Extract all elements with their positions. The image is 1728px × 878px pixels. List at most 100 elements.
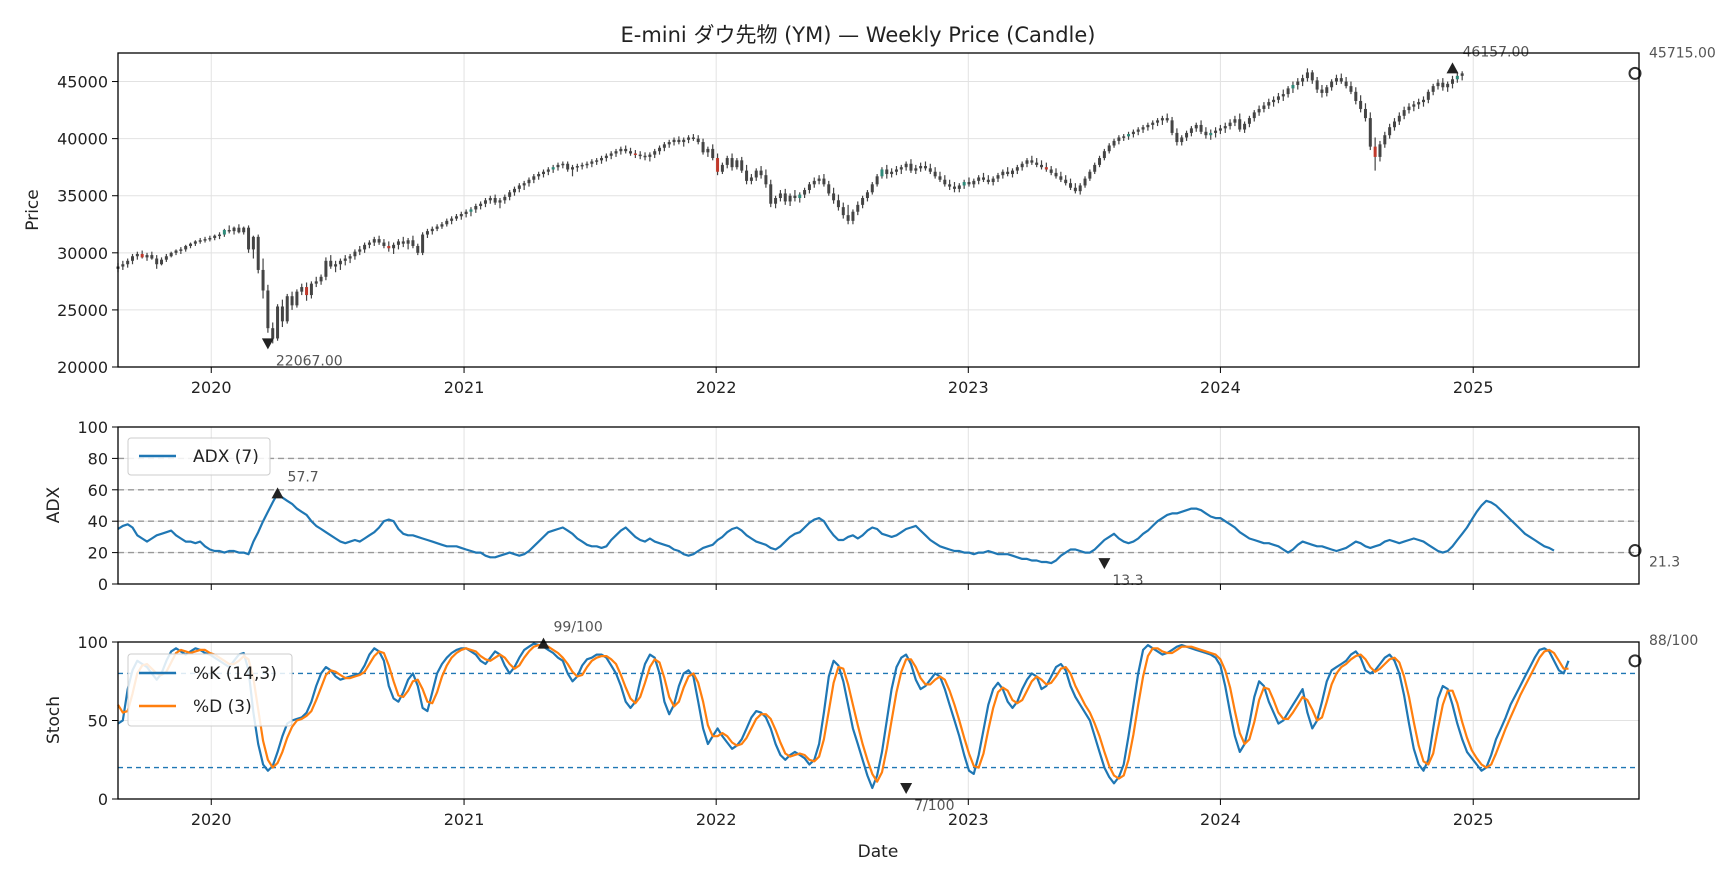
candle [401,236,405,248]
candle [1310,70,1314,84]
candle [343,255,347,266]
candle [1209,129,1213,140]
candle-body [1301,78,1305,82]
candle-body [1064,179,1068,184]
candle [527,177,531,187]
candle-body [609,153,613,156]
candle-body [1436,82,1440,87]
candle-body [474,206,478,210]
candle-body [1059,176,1063,180]
candle [416,243,420,256]
candle [1397,112,1401,125]
candle [203,236,207,243]
candle-body [450,218,454,221]
candle-body [1315,80,1319,90]
candle [856,201,860,216]
candle [479,201,483,210]
x-tick-label: 2020 [191,378,232,397]
candle-body [300,287,304,292]
candle-body [193,241,197,244]
candle-body [1194,124,1198,129]
candle [590,159,594,168]
candle-body [1257,108,1261,113]
candle-body [483,200,487,204]
candle [1243,121,1247,133]
candle-body [1281,94,1285,97]
candle [696,135,700,145]
candle [1247,115,1251,128]
stoch-x-ticks: 2020 2021 2022 2023 2024 2025 [191,799,1494,829]
candle-body [662,144,666,148]
min-marker [900,783,913,795]
candle-body [1392,121,1396,128]
candle [774,195,778,209]
stoch-lines [117,642,1570,790]
candle [218,232,222,240]
x-tick-label: 2021 [444,810,485,829]
candle-body [580,164,584,167]
candle [532,174,536,184]
adx-y-label: ADX [44,486,64,523]
candle-body [1383,135,1387,145]
candle [798,192,802,203]
candle [1315,76,1319,93]
candle [1204,127,1208,139]
candle [1199,120,1203,135]
candle [406,237,410,250]
candle-body [841,207,845,216]
candle [358,245,362,256]
candle [285,293,289,324]
candle-body [469,209,473,212]
candle-body [1305,72,1309,79]
candle [454,213,458,221]
candle-body [508,192,512,197]
candle [184,244,188,252]
candle-body [585,163,589,166]
candle-body [411,240,415,246]
candle [1073,183,1077,194]
candle [1286,86,1290,98]
candle [1102,148,1106,161]
candle-body [498,200,502,203]
adx-legend-label: ADX (7) [193,447,259,467]
candle-body [687,137,691,140]
candle-body [870,184,874,193]
candle [353,249,357,260]
candle [662,142,666,152]
candle-body [919,166,923,169]
candle-body [1228,122,1232,127]
candle-body [967,182,971,185]
candle [807,182,811,194]
candle-body [759,170,763,176]
candle-body [943,179,947,185]
price-x-ticks: 2020 2021 2022 2023 2024 2025 [191,367,1494,397]
candle [585,161,589,169]
candle [1339,73,1343,84]
candle [1218,124,1222,135]
candle-body [522,183,526,186]
candle [1180,135,1184,146]
adx-panel: 0 20 40 60 80 100 57.7 13.3 21.3 ADX ADX (7) [44,418,1680,594]
candle [1417,98,1421,109]
max-marker [1446,62,1459,74]
max-marker [537,637,550,649]
candle-body [305,287,309,296]
candle [1049,166,1053,176]
candle-body [928,168,932,172]
candle-body [503,196,507,201]
candle [609,151,613,160]
candle [121,260,125,270]
candle [1446,81,1450,92]
candle-body [948,184,952,187]
candle-body [1417,102,1421,105]
candle-body [348,256,352,259]
candle-body [783,193,787,202]
candle [551,164,555,173]
adx-lines [117,492,1555,565]
candle [251,235,255,259]
min-label: 13.3 [1112,573,1143,589]
candle [788,193,792,207]
candle [948,179,952,191]
candle [580,162,584,170]
